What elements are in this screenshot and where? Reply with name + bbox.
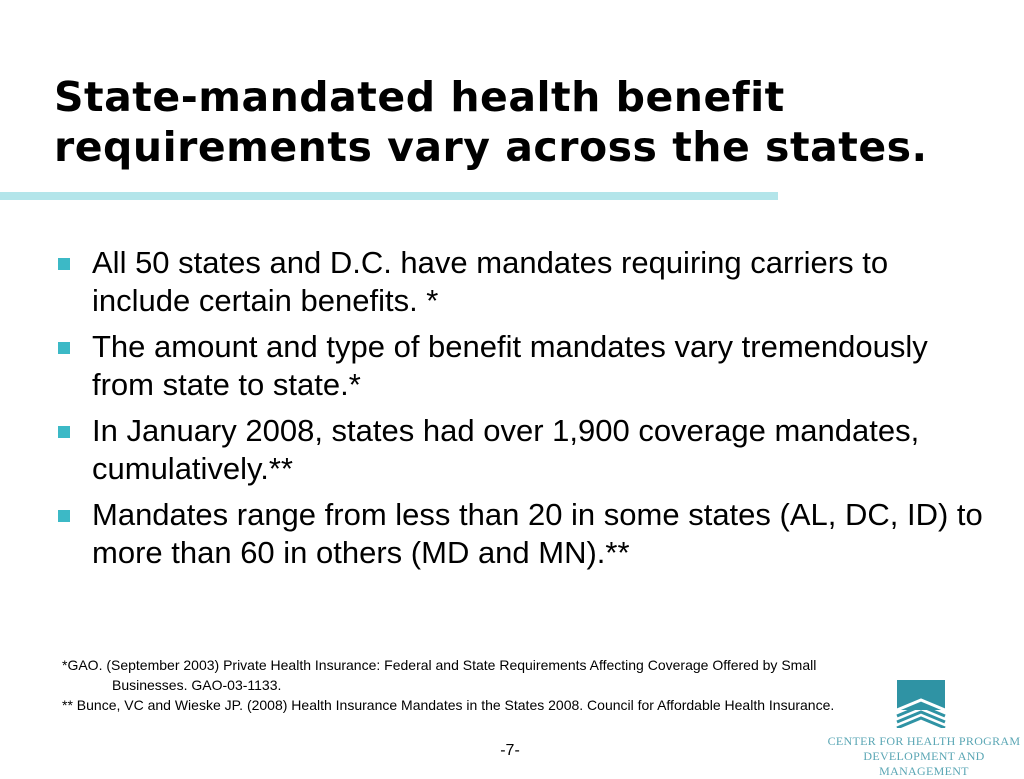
title-divider [0, 192, 778, 200]
square-bullet-icon [58, 510, 70, 522]
footnote-gao: *GAO. (September 2003) Private Health In… [62, 657, 817, 693]
bullet-item: Mandates range from less than 20 in some… [54, 496, 994, 572]
bullet-text: In January 2008, states had over 1,900 c… [92, 413, 920, 486]
slide-title-line-1: State-mandated health benefit [54, 73, 785, 121]
square-bullet-icon [58, 258, 70, 270]
square-bullet-icon [58, 426, 70, 438]
organization-logo: CENTER FOR HEALTH PROGRAM DEVELOPMENT AN… [824, 680, 1024, 778]
slide-title: State-mandated health benefit requiremen… [54, 72, 1014, 172]
bullet-text: The amount and type of benefit mandates … [92, 329, 928, 402]
logo-text: CENTER FOR HEALTH PROGRAM DEVELOPMENT AN… [824, 734, 1024, 779]
logo-text-line-2: DEVELOPMENT AND MANAGEMENT [863, 749, 985, 778]
page-number: -7- [500, 742, 520, 759]
bullet-item: All 50 states and D.C. have mandates req… [54, 244, 994, 320]
bullet-list: All 50 states and D.C. have mandates req… [54, 244, 994, 580]
logo-text-line-1: CENTER FOR HEALTH PROGRAM [827, 734, 1021, 748]
slide-title-line-2: requirements vary across the states. [54, 123, 928, 171]
bullet-item: In January 2008, states had over 1,900 c… [54, 412, 994, 488]
footnotes: *GAO. (September 2003) Private Health In… [62, 655, 882, 715]
bullet-text: Mandates range from less than 20 in some… [92, 497, 983, 570]
footnote-bunce: ** Bunce, VC and Wieske JP. (2008) Healt… [62, 697, 835, 713]
bullet-item: The amount and type of benefit mandates … [54, 328, 994, 404]
bullet-text: All 50 states and D.C. have mandates req… [92, 245, 889, 318]
building-logo-icon [896, 680, 946, 728]
square-bullet-icon [58, 342, 70, 354]
